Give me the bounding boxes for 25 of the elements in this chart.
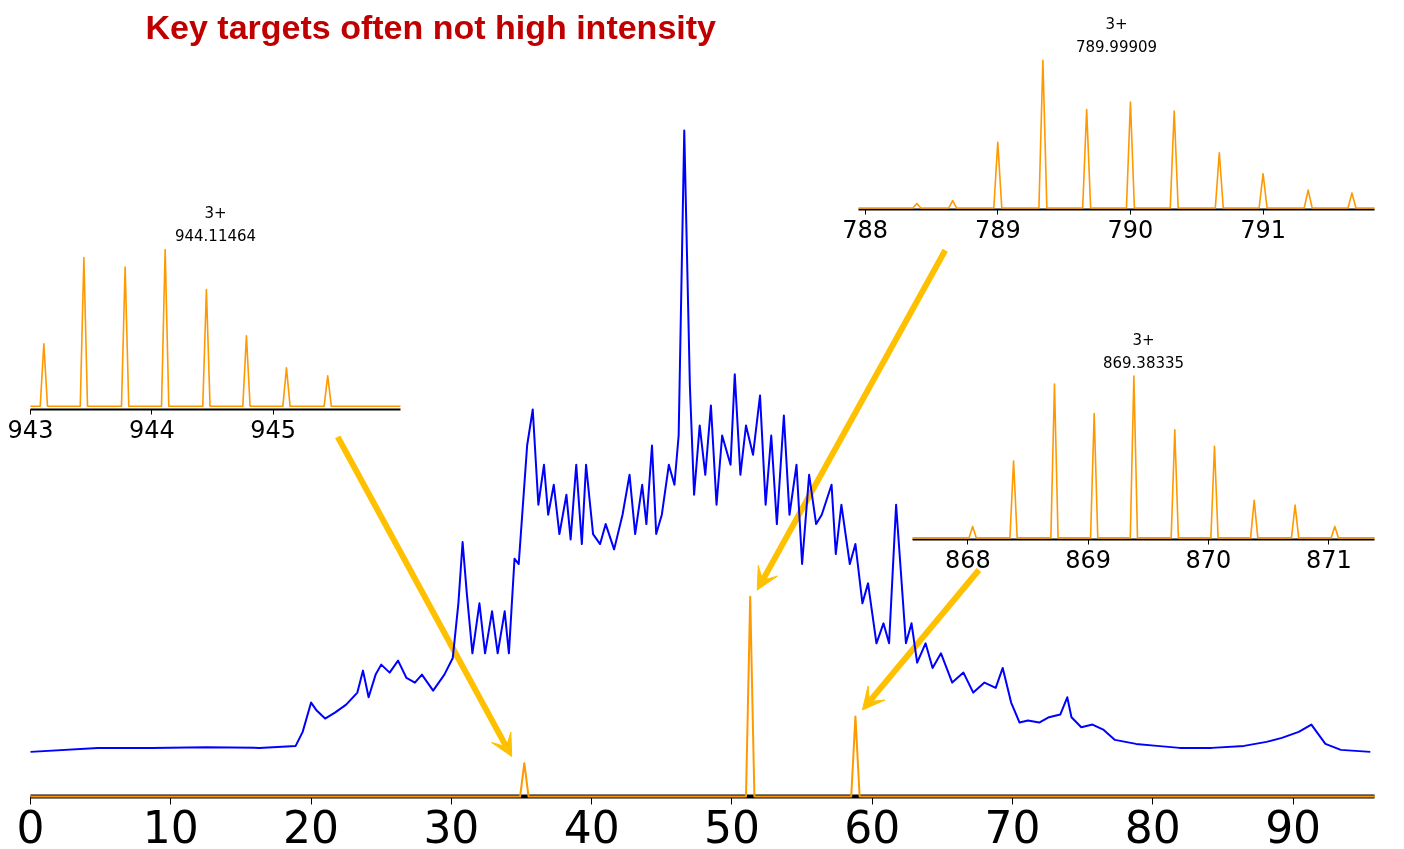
- chart-title: Key targets often not high intensity: [145, 7, 717, 46]
- x-tick-label: 789: [974, 215, 1021, 244]
- x-tick-label: 870: [1185, 545, 1232, 574]
- x-tick-label: 869: [1065, 545, 1112, 574]
- x-tick-label: 40: [563, 801, 620, 849]
- x-tick-label: 10: [142, 801, 199, 849]
- x-tick-label: 0: [16, 801, 45, 849]
- x-tick-label: 944: [128, 415, 175, 444]
- x-tick-label: 20: [283, 801, 340, 849]
- x-tick-label: 790: [1107, 215, 1154, 244]
- x-tick-label: 90: [1265, 801, 1322, 849]
- annotation: 3+ 944.11464: [174, 204, 257, 246]
- text: 3+ 789.99909: [1075, 14, 1158, 57]
- x-tick-label: 60: [844, 801, 901, 849]
- annotation: 3+ 869.38335: [1102, 330, 1185, 372]
- x-tick-label: 788: [842, 215, 889, 244]
- x-tick-label: 791: [1240, 215, 1286, 244]
- x-tick-label: 70: [984, 801, 1041, 849]
- x-tick-label: 868: [944, 545, 991, 574]
- x-tick-label: 945: [250, 415, 297, 444]
- x-tick-label: 871: [1305, 545, 1352, 574]
- x-tick-label: 30: [423, 801, 480, 849]
- x-tick-label: 943: [7, 415, 54, 444]
- x-tick-label: 80: [1124, 801, 1181, 849]
- x-tick-label: 50: [703, 801, 760, 849]
